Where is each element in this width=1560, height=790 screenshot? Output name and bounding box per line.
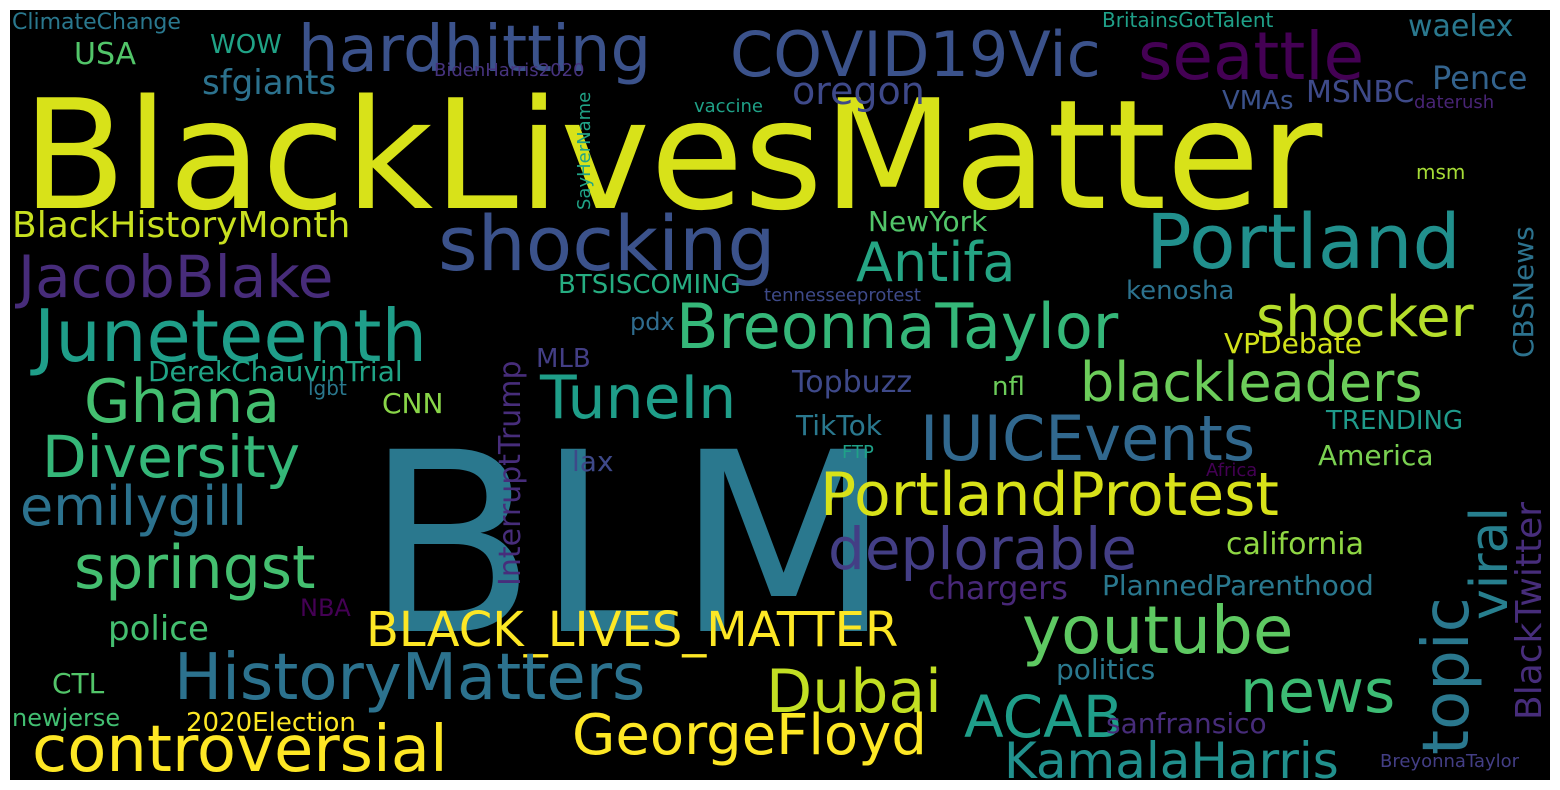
word-shocking: shocking: [438, 199, 776, 288]
word-sfgiants: sfgiants: [202, 63, 337, 103]
word-diversity: Diversity: [42, 423, 301, 491]
word-black-lives-matter: BLACK_LIVES_MATTER: [366, 602, 899, 658]
word-pence: Pence: [1432, 59, 1528, 97]
word-waelex: waelex: [1408, 10, 1514, 44]
word-ctl: CTL: [52, 667, 105, 700]
word-california: california: [1226, 527, 1365, 562]
word-interrupttrump: InterruptTrump: [493, 360, 528, 586]
word-lax: lax: [572, 445, 614, 478]
word-deplorable: deplorable: [828, 515, 1137, 583]
word-portlandprotest: PortlandProtest: [820, 460, 1279, 530]
word-youtube: youtube: [1022, 592, 1294, 669]
word-blackhistorymonth: BlackHistoryMonth: [12, 205, 351, 246]
word-blackleaders: blackleaders: [1080, 351, 1423, 414]
word-blacklivesmatter: BlackLivesMatter: [22, 67, 1323, 244]
word-daterush: daterush: [1414, 92, 1495, 113]
word-msm: msm: [1416, 160, 1466, 184]
word-portland: Portland: [1146, 197, 1461, 286]
word-covid19vic: COVID19Vic: [730, 18, 1101, 91]
word-shocker: shocker: [1256, 285, 1474, 350]
word-juneteenth: Juneteenth: [34, 294, 428, 378]
word-breyonnataylor: BreyonnaTaylor: [1380, 751, 1520, 772]
word-controversial: controversial: [32, 713, 448, 780]
word-pdx: pdx: [630, 308, 675, 336]
word-georgefloyd: GeorgeFloyd: [572, 703, 927, 768]
word-historymatters: HistoryMatters: [174, 641, 646, 715]
word-newyork: NewYork: [868, 205, 988, 238]
word-cloud: BLM BlackLivesMatter hardhitting COVID19…: [10, 10, 1550, 780]
word-kamalaharris: KamalaHarris: [1004, 732, 1339, 780]
word-seattle: seattle: [1138, 18, 1365, 95]
word-nfl: nfl: [992, 372, 1025, 402]
word-climatechange: ClimateChange: [12, 10, 181, 35]
word-america: America: [1318, 439, 1434, 472]
word-wow: WOW: [210, 30, 282, 60]
word-plannedparenthood: PlannedParenthood: [1102, 569, 1374, 602]
word-2020election: 2020Election: [186, 708, 356, 738]
word-mlb: MLB: [536, 344, 591, 374]
word-btsiscoming: BTSISCOMING: [558, 270, 741, 300]
word-tennesseeprotest: tennesseeprotest: [764, 285, 921, 306]
word-hardhitting: hardhitting: [298, 13, 652, 87]
word-britainsgottalent: BritainsGotTalent: [1102, 10, 1274, 32]
word-politics: politics: [1056, 653, 1156, 686]
word-iuicevents: IUICEvents: [920, 402, 1256, 475]
word-africa: Africa: [1206, 460, 1258, 481]
word-news: news: [1240, 657, 1396, 727]
word-topic: topic: [1410, 597, 1484, 755]
word-blacktwitter: BlackTwitter: [1509, 501, 1550, 720]
word-ftp: FTP: [842, 442, 874, 463]
word-cbsnews: CBSNews: [1507, 226, 1540, 358]
word-blm: BLM: [365, 399, 892, 690]
word-sanfransico: sanfransico: [1106, 707, 1267, 740]
word-jacobblake: JacobBlake: [18, 243, 334, 311]
word-tunein: TuneIn: [540, 363, 737, 433]
word-nba: NBA: [300, 594, 351, 622]
word-springst: springst: [74, 533, 316, 603]
word-newjerse: newjerse: [12, 704, 121, 732]
word-dubai: Dubai: [766, 657, 942, 727]
word-oregon: oregon: [792, 69, 925, 113]
word-sayhername: SayHerName: [574, 91, 595, 210]
word-tiktok: TikTok: [796, 409, 882, 442]
word-emilygill: emilygill: [20, 475, 248, 538]
word-topbuzz: Topbuzz: [792, 365, 913, 400]
word-vaccine: vaccine: [694, 96, 763, 117]
word-cnn: CNN: [382, 387, 444, 420]
word-chargers: chargers: [928, 569, 1068, 607]
word-vpdebate: VPDebate: [1224, 327, 1362, 360]
word-ghana: Ghana: [84, 367, 281, 437]
word-lgbt: lgbt: [308, 376, 347, 400]
word-kenosha: kenosha: [1126, 276, 1235, 306]
word-msnbc: MSNBC: [1306, 75, 1415, 110]
word-vmas: VMAs: [1222, 86, 1294, 116]
word-breonnataylor: BreonnaTaylor: [676, 290, 1119, 363]
word-trending: TRENDING: [1326, 406, 1464, 436]
word-usa: USA: [74, 37, 137, 72]
word-police: police: [108, 609, 209, 649]
word-derekchauvintrial: DerekChauvinTrial: [148, 355, 403, 388]
word-acab: ACAB: [964, 683, 1123, 751]
word-antifa: Antifa: [856, 231, 1016, 294]
word-bidenharris2020: BidenHarris2020: [434, 60, 585, 81]
